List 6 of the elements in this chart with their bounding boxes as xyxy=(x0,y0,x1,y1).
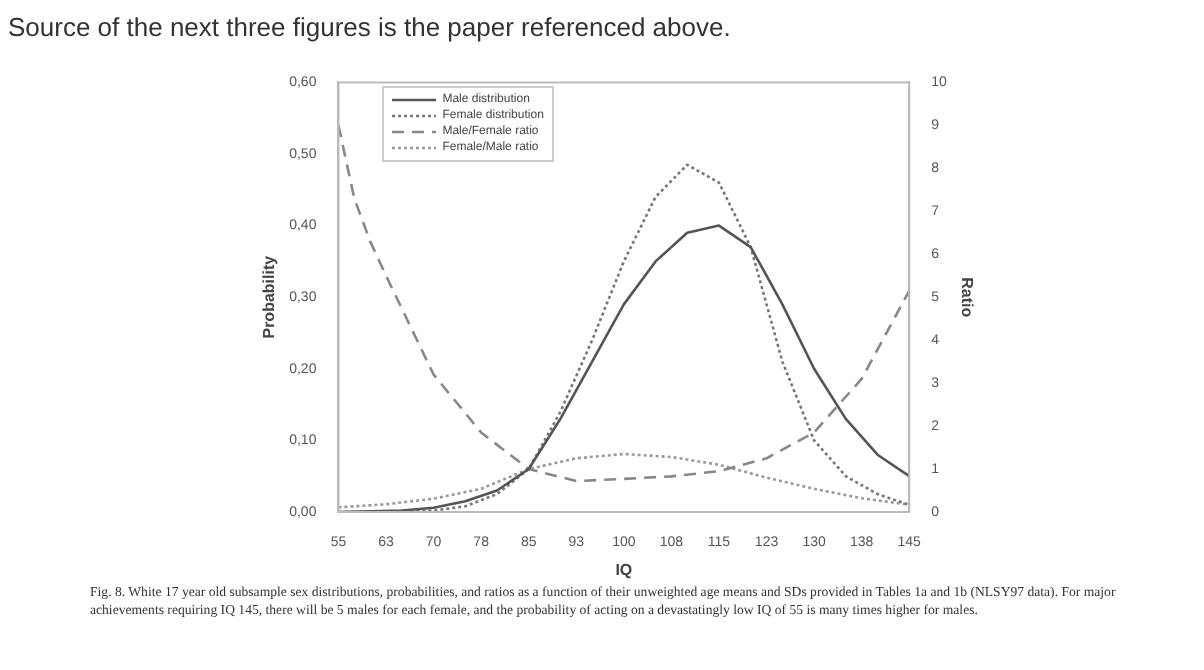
y-axis-title: Probability xyxy=(260,254,279,339)
line-series xyxy=(338,452,910,509)
x-axis-title: IQ xyxy=(615,560,633,579)
line-series xyxy=(338,124,910,483)
chart-title: Source of the next three figures is the paper referenced above. xyxy=(8,12,731,42)
y2-axis-title: Ratio xyxy=(957,277,976,318)
